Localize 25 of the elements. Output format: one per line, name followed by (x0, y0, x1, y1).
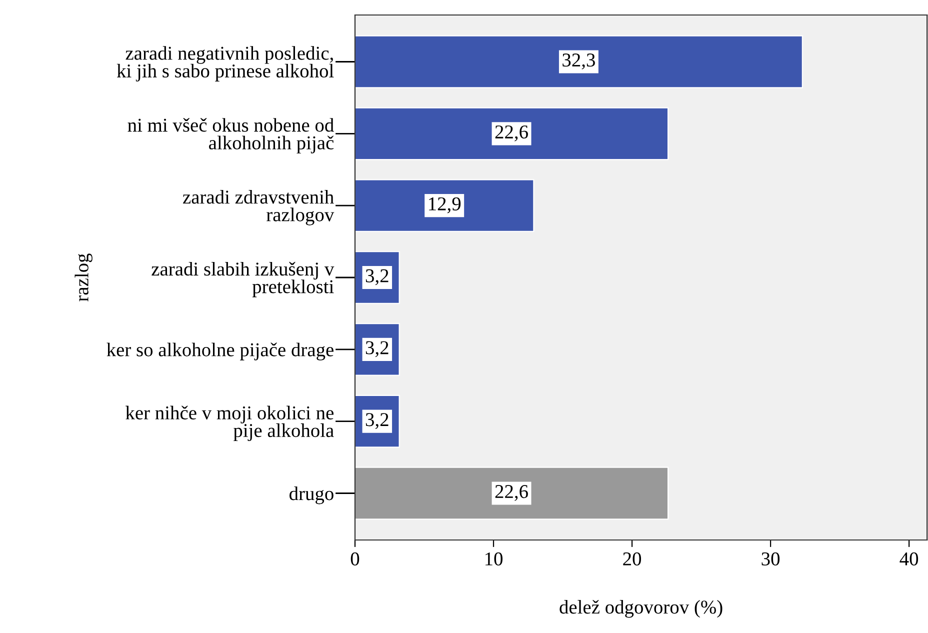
data-label: 3,2 (366, 269, 388, 286)
y-tick-label: zaradi slabih izkušenj v preteklosti (152, 262, 334, 298)
bar (355, 179, 534, 232)
bar (355, 35, 803, 88)
y-tick-label: drugo (290, 486, 334, 504)
data-label: 12,9 (429, 197, 461, 214)
y-tick-label: ni mi všeč okus nobene od alkoholnih pijač (128, 118, 334, 154)
y-tick-label: zaradi negativnih posledic, ki jih s sabo prinese alkohol (116, 46, 334, 82)
y-tick-label: ker so alkoholne pijače drage (106, 342, 334, 360)
y-axis-title: razlog (74, 254, 92, 302)
x-tick-label: 40 (900, 552, 918, 566)
y-tick-label: zaradi zdravstvenih razlogov (182, 190, 334, 226)
data-label: 22,6 (495, 485, 528, 501)
x-axis-title: delež odgovorov (%) (560, 600, 722, 618)
bar (355, 466, 669, 520)
x-tick-label: 0 (350, 552, 360, 566)
data-label: 3,2 (366, 413, 388, 429)
y-tick-label: ker nihče v moji okolici ne pije alkohola (126, 406, 334, 442)
x-tick-label: 10 (486, 552, 502, 566)
bar (355, 107, 669, 160)
data-label: 32,3 (562, 54, 595, 70)
data-label: 3,2 (366, 341, 388, 358)
data-label: 22,6 (495, 125, 528, 142)
x-tick-label: 30 (762, 552, 780, 566)
x-tick-label: 20 (623, 552, 642, 566)
